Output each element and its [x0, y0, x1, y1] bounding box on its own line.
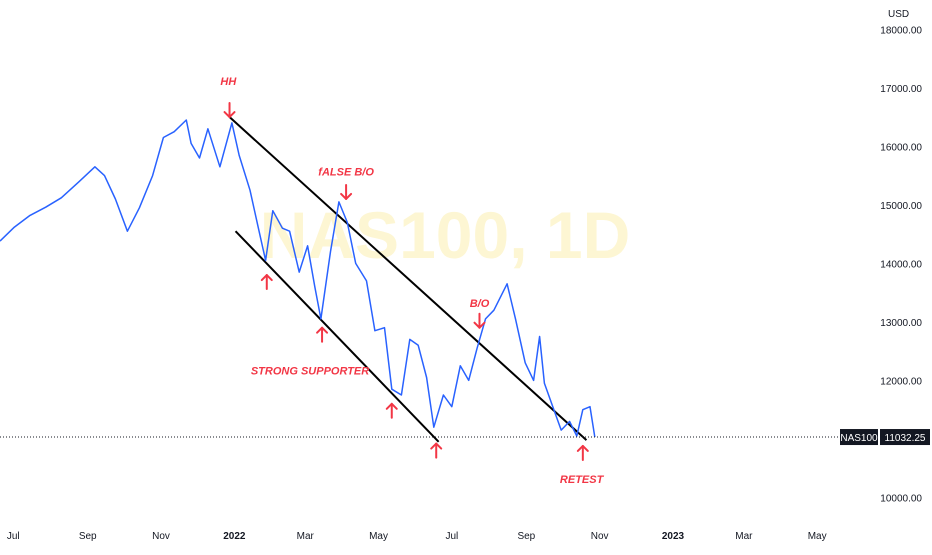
y-tick-label: 12000.00 — [880, 376, 922, 387]
x-tick-label: Nov — [152, 531, 170, 542]
y-tick-label: 16000.00 — [880, 142, 922, 153]
x-tick-label: Jul — [7, 531, 20, 542]
symbol-tag-bg — [840, 429, 878, 446]
y-tick-label: 15000.00 — [880, 201, 922, 212]
annotation-label: STRONG SUPPORTER — [251, 366, 369, 378]
annotation-label: RETEST — [560, 474, 605, 486]
arrow-head — [223, 111, 236, 119]
arrow-up-icon — [385, 402, 398, 419]
y-tick-label: 10000.00 — [880, 493, 922, 504]
arrow-up-icon — [576, 444, 589, 461]
arrow-down-icon — [223, 102, 236, 119]
y-tick-label: 17000.00 — [880, 84, 922, 95]
series-layer — [0, 119, 596, 438]
x-tick-label: May — [808, 531, 827, 542]
x-tick-label: May — [369, 531, 388, 542]
x-tick-label: Sep — [79, 531, 97, 542]
annotation-layer: HH fALSE B/O B/O STRONG SUPPORTER RETEST — [220, 76, 604, 486]
x-tick-label: 2022 — [223, 531, 246, 542]
x-tick-label: Sep — [517, 531, 535, 542]
watermark-text: NAS100, 1D — [260, 198, 631, 272]
x-tick-label: Mar — [735, 531, 753, 542]
arrow-head — [316, 326, 329, 334]
price-series-line — [0, 119, 596, 438]
x-tick-label: Jul — [445, 531, 458, 542]
x-tick-label: Nov — [591, 531, 609, 542]
y-tick-label: 18000.00 — [880, 25, 922, 36]
arrow-head — [340, 192, 353, 200]
last-price-tag: NAS100 11032.25 — [840, 429, 930, 446]
x-axis[interactable]: Jul Sep Nov 2022 Mar May Jul Sep Nov 2023 Mar May — [7, 531, 827, 542]
x-tick-label: 2023 — [662, 531, 685, 542]
currency-label: USD — [888, 9, 909, 20]
upper-channel-line — [228, 116, 588, 441]
x-tick-label: Mar — [297, 531, 315, 542]
annotation-label: HH — [220, 76, 237, 88]
arrow-down-icon — [473, 312, 486, 329]
channel-layer — [228, 116, 588, 443]
annotation-label: B/O — [470, 298, 490, 310]
arrow-head — [385, 402, 398, 410]
price-tag-bg — [880, 429, 930, 446]
arrow-head — [473, 321, 486, 329]
y-tick-label: 14000.00 — [880, 259, 922, 270]
arrow-up-icon — [260, 274, 273, 291]
arrow-up-icon — [430, 442, 443, 459]
annotation-label: fALSE B/O — [318, 167, 374, 179]
symbol-tag: NAS100 — [840, 433, 878, 444]
y-tick-label: 13000.00 — [880, 318, 922, 329]
y-axis[interactable]: USD 18000.00 17000.00 16000.00 15000.00 1400… — [880, 9, 922, 504]
price-tag-value: 11032.25 — [885, 433, 926, 444]
arrow-up-icon — [316, 326, 329, 343]
arrow-down-icon — [340, 183, 353, 200]
lower-channel-line — [234, 230, 440, 443]
arrow-head — [576, 444, 589, 452]
arrow-head — [430, 442, 443, 450]
arrow-head — [260, 274, 273, 282]
